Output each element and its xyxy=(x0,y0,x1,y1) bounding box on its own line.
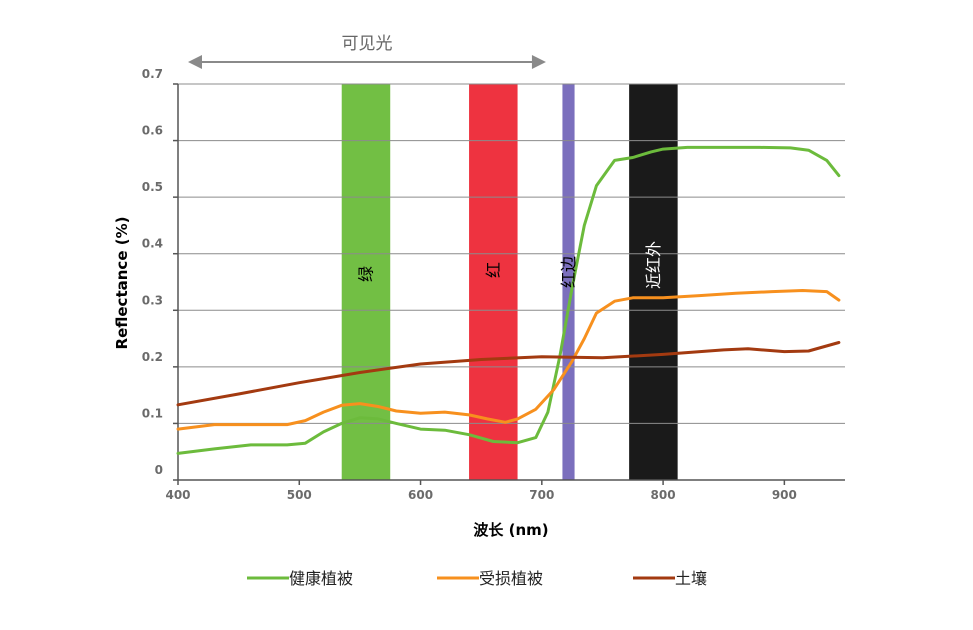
tick-labels: 0 0.1 0.2 0.3 0.4 0.5 0.6 0.7 400 500 600 700 800 900 xyxy=(142,67,797,502)
x-axis-label: 波长 (nm) xyxy=(473,521,548,539)
legend-label-1: 受损植被 xyxy=(479,569,543,588)
legend: 健康植被 受损植被 土壤 xyxy=(247,569,707,588)
series-line-1 xyxy=(176,289,841,431)
y-tick-label: 0.3 xyxy=(142,293,163,307)
band-label-0: 绿 xyxy=(357,266,376,282)
series-line-2 xyxy=(176,341,841,407)
x-tick-label: 400 xyxy=(165,488,190,502)
y-tick-label: 0.4 xyxy=(142,237,163,251)
visible-range-arrowhead-left xyxy=(188,55,202,69)
y-tick-label: 0.7 xyxy=(142,67,163,81)
band-2 xyxy=(562,84,575,480)
visible-range-label: 可见光 xyxy=(342,34,393,54)
band-1 xyxy=(469,84,518,480)
x-tick-label: 900 xyxy=(772,488,797,502)
horizontal-gridlines xyxy=(178,83,845,424)
y-tick-label: 0.5 xyxy=(142,180,163,194)
y-tick-label: 0.6 xyxy=(142,124,163,138)
x-tick-label: 700 xyxy=(529,488,554,502)
x-tick-label: 500 xyxy=(287,488,312,502)
band-0 xyxy=(341,84,391,480)
y-tick-label: 0.1 xyxy=(142,406,163,420)
axes xyxy=(173,83,845,485)
x-tick-label: 800 xyxy=(651,488,676,502)
y-tick-label: 0 xyxy=(155,463,163,477)
band-label-1: 红 xyxy=(484,262,503,278)
legend-label-2: 土壤 xyxy=(675,569,707,588)
y-axis-label: Reflectance (%) xyxy=(113,217,131,350)
x-tick-label: 600 xyxy=(408,488,433,502)
y-tick-label: 0.2 xyxy=(142,350,163,364)
visible-range-arrowhead-right xyxy=(531,55,546,69)
band-label-3: 近红外 xyxy=(644,241,663,289)
series-line-0 xyxy=(176,145,841,455)
band-label-2: 红边 xyxy=(559,256,578,288)
data-series xyxy=(176,145,841,455)
legend-label-0: 健康植被 xyxy=(289,569,353,588)
band-labels: 绿 红 红边 近红外 xyxy=(357,241,663,289)
visible-range-annotation: 可见光 xyxy=(188,34,546,69)
